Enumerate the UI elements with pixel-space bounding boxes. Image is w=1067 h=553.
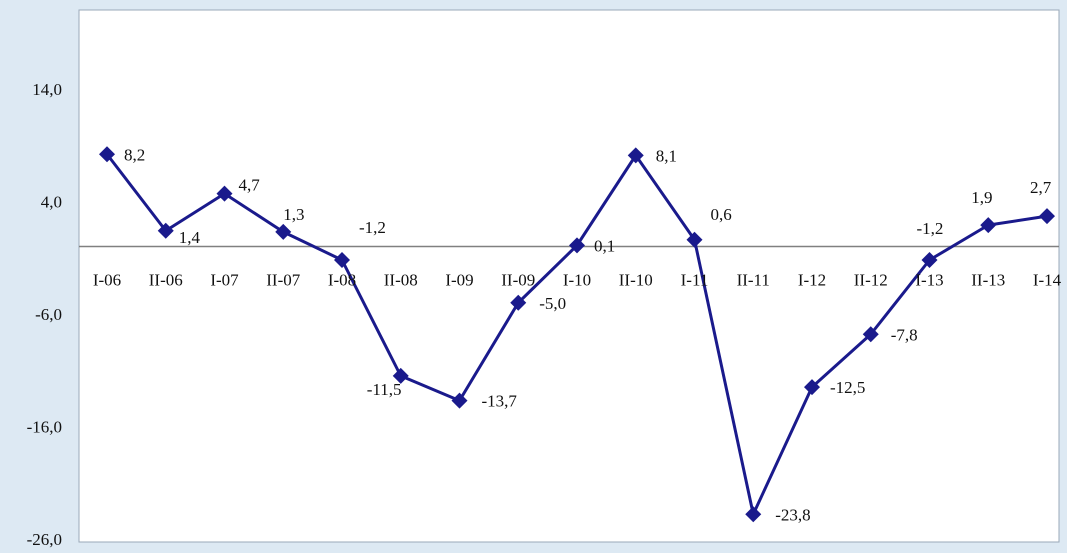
y-axis-ticks: 14,0 4,0 -6,0 -16,0 -26,0 — [27, 80, 62, 549]
data-point-marker — [275, 223, 292, 240]
y-tick-label: -26,0 — [27, 530, 62, 548]
data-value-label: 4,7 — [239, 176, 261, 195]
x-tick-label: I-09 — [445, 271, 473, 290]
plot-area — [78, 9, 1060, 543]
data-point-marker — [1039, 208, 1055, 225]
data-value-label: 8,2 — [124, 145, 145, 164]
data-point-marker — [157, 222, 174, 239]
data-value-label: 0,1 — [594, 236, 615, 255]
data-value-label: 2,7 — [1030, 178, 1052, 197]
data-point-marker — [804, 379, 820, 396]
data-point-marker — [745, 506, 762, 523]
y-tick-label: -6,0 — [35, 305, 62, 324]
x-tick-label: II-07 — [266, 271, 300, 290]
y-tick-label: -16,0 — [27, 418, 62, 437]
data-value-label: 1,4 — [179, 228, 201, 247]
data-point-marker — [569, 237, 585, 254]
x-tick-label: I-06 — [93, 271, 121, 290]
x-tick-label: II-09 — [501, 271, 535, 290]
data-point-marker — [862, 326, 879, 343]
data-value-label: -23,8 — [775, 505, 810, 524]
data-point-marker — [980, 217, 997, 234]
data-value-label: -13,7 — [482, 392, 518, 411]
x-tick-label: I-14 — [1033, 271, 1062, 290]
markers-group — [99, 146, 1055, 523]
data-labels: 8,2 1,4 4,7 1,3 -1,2 -11,5 -13,7 -5,0 0,1 8,1 0,6 -… — [124, 145, 1052, 524]
x-tick-label: I-08 — [328, 271, 356, 290]
x-tick-label: II-12 — [854, 271, 888, 290]
x-tick-label: II-10 — [619, 271, 653, 290]
data-value-label: -1,2 — [917, 219, 944, 238]
data-value-label: -1,2 — [359, 218, 386, 237]
data-point-marker — [510, 294, 527, 311]
y-tick-label: 4,0 — [41, 193, 62, 212]
data-point-marker — [334, 252, 350, 268]
x-axis-tick-labels: I-06 II-06 I-07 II-07 I-08 II-08 I-09 II-09 I-10… — [93, 271, 1062, 290]
y-tick-label: 14,0 — [32, 80, 62, 99]
data-value-label: 1,3 — [283, 205, 304, 224]
data-point-marker — [216, 185, 233, 202]
x-tick-label: I-07 — [210, 271, 239, 290]
data-value-label: 8,1 — [656, 146, 677, 165]
data-point-marker — [686, 231, 703, 248]
data-point-marker — [451, 392, 468, 409]
data-point-marker — [392, 367, 409, 384]
data-value-label: 0,6 — [711, 205, 732, 224]
data-point-marker — [627, 147, 644, 164]
x-tick-label: I-13 — [915, 271, 943, 290]
x-tick-label: I-11 — [681, 271, 709, 290]
x-tick-label: II-13 — [971, 271, 1005, 290]
data-point-marker — [99, 146, 115, 163]
x-tick-label: II-08 — [384, 271, 418, 290]
data-value-label: -12,5 — [830, 378, 865, 397]
data-value-label: -5,0 — [539, 294, 566, 313]
data-value-label: -11,5 — [367, 380, 402, 399]
x-tick-label: II-11 — [737, 271, 770, 290]
x-tick-label: I-12 — [798, 271, 826, 290]
data-point-marker — [921, 252, 938, 268]
x-tick-label: I-10 — [563, 271, 591, 290]
x-tick-label: II-06 — [149, 271, 183, 290]
data-value-label: 1,9 — [971, 188, 992, 207]
data-value-label: -7,8 — [891, 325, 918, 344]
